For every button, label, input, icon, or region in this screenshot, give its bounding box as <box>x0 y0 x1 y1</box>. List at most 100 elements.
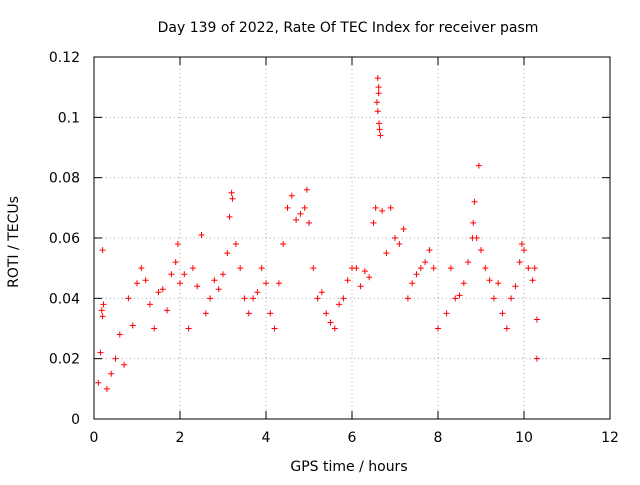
data-point <box>376 120 383 127</box>
data-point <box>159 286 166 293</box>
data-point <box>495 280 502 287</box>
data-point <box>361 268 368 275</box>
data-point <box>250 295 257 302</box>
x-tick-label: 10 <box>515 430 533 446</box>
data-point <box>194 283 201 290</box>
chart-title: Day 139 of 2022, Rate Of TEC Index for r… <box>158 20 539 36</box>
data-point <box>323 310 330 317</box>
data-point <box>396 241 403 248</box>
data-point <box>413 271 420 278</box>
data-point <box>99 247 106 254</box>
data-point <box>258 265 265 272</box>
data-point <box>155 289 162 296</box>
data-point <box>370 219 377 226</box>
data-point <box>138 265 145 272</box>
y-tick-label: 0 <box>71 412 80 428</box>
data-point <box>116 331 123 338</box>
data-point <box>95 379 102 386</box>
data-point <box>379 207 386 214</box>
data-point <box>426 247 433 254</box>
data-point <box>435 325 441 332</box>
data-point <box>142 277 149 284</box>
data-point <box>340 295 347 302</box>
y-tick-label: 0.12 <box>49 50 80 66</box>
data-point <box>181 271 188 278</box>
x-tick-label: 0 <box>90 430 99 446</box>
data-point <box>318 289 325 296</box>
data-point <box>237 265 244 272</box>
data-point <box>146 301 153 308</box>
data-point <box>280 241 287 248</box>
y-tick-label: 0.04 <box>49 291 80 307</box>
data-point <box>129 322 136 329</box>
data-point <box>375 84 382 91</box>
data-point <box>374 108 381 115</box>
data-point <box>503 325 510 332</box>
data-point <box>377 132 384 139</box>
data-point <box>254 289 261 296</box>
data-point <box>245 310 252 317</box>
data-point <box>301 204 308 211</box>
data-point <box>198 231 205 238</box>
data-point <box>164 307 171 314</box>
data-point <box>226 213 233 220</box>
data-point <box>387 204 394 211</box>
data-point <box>373 99 380 106</box>
data-point <box>336 301 343 308</box>
data-point <box>475 162 482 169</box>
data-point <box>267 310 274 317</box>
data-point <box>473 235 480 241</box>
data-point <box>499 310 506 317</box>
data-point <box>189 265 196 272</box>
data-points <box>95 75 540 392</box>
data-point <box>400 225 407 232</box>
x-tick-label: 2 <box>176 430 185 446</box>
data-point <box>177 280 183 287</box>
data-point <box>275 280 282 287</box>
data-point <box>99 313 106 320</box>
data-point <box>263 280 269 287</box>
plot-frame <box>93 56 611 420</box>
data-point <box>297 210 304 217</box>
data-point <box>374 75 381 82</box>
data-point <box>383 250 390 257</box>
data-point <box>471 198 478 205</box>
data-point <box>134 280 140 287</box>
data-point <box>172 259 179 266</box>
data-point <box>284 204 291 211</box>
data-point <box>376 126 383 133</box>
data-point <box>344 277 351 284</box>
data-point <box>168 271 175 278</box>
data-point <box>521 247 527 254</box>
data-point <box>375 90 382 97</box>
data-point <box>306 219 312 226</box>
data-point <box>482 265 489 272</box>
data-point <box>288 192 295 199</box>
data-point <box>331 325 338 332</box>
data-point <box>525 265 532 272</box>
data-point <box>241 295 248 302</box>
data-point <box>112 355 119 362</box>
data-point <box>232 241 239 248</box>
data-point <box>529 277 536 284</box>
data-point <box>174 241 181 248</box>
data-point <box>533 316 540 323</box>
data-point <box>460 280 467 287</box>
data-point <box>430 265 437 272</box>
data-point <box>314 295 321 302</box>
data-point <box>185 325 192 332</box>
data-point <box>211 277 218 284</box>
data-point <box>456 292 463 299</box>
data-point <box>404 295 411 302</box>
data-point <box>293 216 300 223</box>
data-point <box>353 265 360 272</box>
x-tick-label: 6 <box>348 430 357 446</box>
data-point <box>100 301 107 308</box>
data-point <box>486 277 493 284</box>
data-point <box>422 259 429 266</box>
data-point <box>516 259 523 266</box>
y-tick-label: 0.06 <box>49 231 80 247</box>
data-point <box>470 219 477 226</box>
